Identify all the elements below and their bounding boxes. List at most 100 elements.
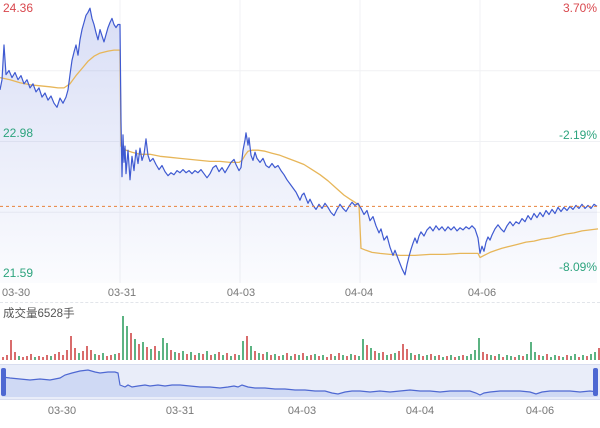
volume-bar (242, 341, 244, 360)
navigator-canvas[interactable] (0, 365, 600, 399)
volume-bar (146, 347, 148, 360)
x-axis-label: 04-06 (467, 287, 497, 299)
volume-bars-canvas (2, 316, 600, 360)
volume-bar (434, 356, 436, 360)
volume-bar (542, 356, 544, 360)
volume-bar (366, 345, 368, 360)
x-axis-label: 03-30 (47, 405, 77, 417)
volume-bar (70, 336, 72, 360)
volume-bar (390, 354, 392, 360)
volume-bar (166, 343, 168, 360)
navigator-xaxis: 03-30 03-31 04-03 04-04 04-06 (0, 402, 600, 420)
volume-bar (402, 344, 404, 360)
volume-bar (538, 355, 540, 360)
nav-area-fill (2, 370, 598, 397)
volume-bar (278, 356, 280, 360)
volume-bar (182, 351, 184, 360)
volume-bar (470, 354, 472, 360)
volume-bar (198, 353, 200, 360)
volume-bar (306, 356, 308, 360)
volume-bar (14, 352, 16, 360)
volume-bar (386, 355, 388, 360)
volume-bar (322, 355, 324, 360)
price-chart-panel[interactable]: 24.36 22.98 21.59 3.70% -2.19% -8.09% (0, 0, 600, 284)
volume-bar (438, 355, 440, 360)
volume-bar (450, 355, 452, 360)
volume-bar (66, 350, 68, 360)
volume-bar (330, 354, 332, 360)
volume-bar (430, 354, 432, 360)
volume-bar (498, 354, 500, 360)
volume-bar (222, 355, 224, 360)
volume-bar (522, 356, 524, 360)
volume-bar (566, 355, 568, 360)
volume-bar (90, 350, 92, 360)
volume-bar (294, 354, 296, 360)
volume-bar (46, 355, 48, 360)
y-label-mid: 22.98 (3, 126, 34, 140)
volume-bar (582, 355, 584, 360)
volume-bar (314, 354, 316, 360)
volume-bar (18, 356, 20, 360)
volume-bar (26, 356, 28, 360)
volume-bar (150, 349, 152, 360)
volume-bar (442, 357, 444, 360)
volume-bar (422, 356, 424, 360)
volume-bar (378, 353, 380, 360)
pct-label-high: 3.70% (562, 1, 597, 15)
volume-bar (266, 352, 268, 360)
volume-bar (282, 355, 284, 360)
x-axis-label: 03-31 (165, 405, 195, 417)
volume-bar (218, 352, 220, 360)
volume-bar (426, 355, 428, 360)
volume-bar (506, 355, 508, 360)
x-axis-label: 04-03 (287, 405, 317, 417)
price-chart-canvas[interactable] (0, 0, 600, 284)
x-axis-label: 04-06 (525, 405, 555, 417)
volume-bar (454, 357, 456, 360)
volume-title: 成交量6528手 (3, 308, 75, 320)
volume-bar (338, 353, 340, 360)
volume-bar (78, 353, 80, 360)
volume-bar (534, 352, 536, 360)
volume-bar (474, 350, 476, 360)
nav-handle-right[interactable] (593, 368, 598, 396)
volume-bar (370, 348, 372, 360)
x-axis-label: 03-31 (107, 287, 137, 299)
volume-bar (482, 352, 484, 360)
volume-bar (310, 355, 312, 360)
pct-label-mid: -2.19% (558, 128, 597, 142)
volume-bar (410, 353, 412, 360)
volume-bar (546, 354, 548, 360)
volume-bar (334, 356, 336, 360)
volume-bar (326, 357, 328, 360)
volume-bar (114, 354, 116, 360)
volume-bar (510, 356, 512, 360)
volume-bar (414, 355, 416, 360)
x-axis-label: 04-04 (344, 287, 374, 299)
volume-bar (122, 316, 124, 360)
volume-bar (110, 355, 112, 360)
volume-panel[interactable]: 成交量6528手 (0, 302, 600, 360)
volume-bar (102, 353, 104, 360)
volume-bar (106, 356, 108, 360)
volume-bar (202, 354, 204, 360)
pct-label-low: -8.09% (558, 260, 597, 274)
volume-bar (210, 355, 212, 360)
volume-bar (350, 354, 352, 360)
volume-bar (170, 350, 172, 360)
price-line (0, 7, 598, 276)
volume-bar (478, 338, 480, 360)
volume-bar (554, 355, 556, 360)
nav-handle-left[interactable] (1, 368, 6, 396)
volume-bar (302, 353, 304, 360)
volume-bar (58, 352, 60, 360)
y-label-low: 21.59 (3, 266, 34, 280)
volume-bar (290, 356, 292, 360)
volume-bar (458, 356, 460, 360)
volume-bar (206, 351, 208, 360)
volume-bar (570, 356, 572, 360)
range-navigator[interactable] (0, 364, 600, 400)
volume-bar (126, 326, 128, 360)
